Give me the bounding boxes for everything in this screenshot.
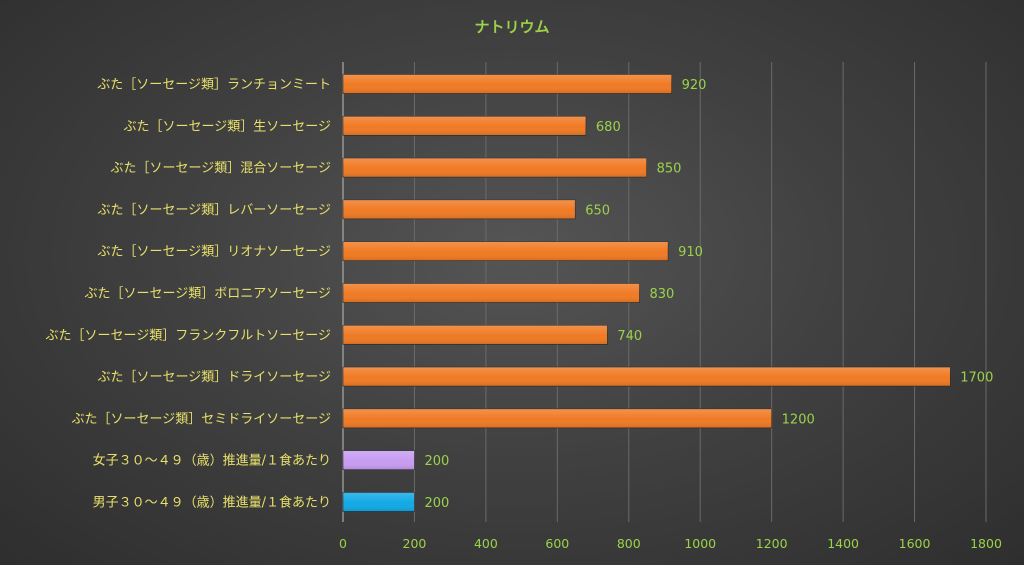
- x-tick-label: 1200: [756, 536, 788, 551]
- x-tick-label: 1400: [827, 536, 859, 551]
- grid-lines: [342, 62, 987, 522]
- x-tick-label: 0: [339, 536, 347, 551]
- data-label: 200: [424, 496, 449, 511]
- data-label: 920: [682, 78, 707, 93]
- category-label: 女子３０～４９（歳）推進量/１食あたり: [93, 453, 331, 469]
- x-tick-label: 1600: [899, 536, 931, 551]
- bar-highlight: [343, 408, 772, 428]
- x-tick-label: 1800: [970, 536, 1002, 551]
- category-label: ぶた［ソーセージ類］フランクフルトソーセージ: [46, 328, 331, 343]
- category-label: ぶた［ソーセージ類］ドライソーセージ: [98, 370, 331, 385]
- category-label: ぶた［ソーセージ類］ボロニアソーセージ: [85, 287, 331, 302]
- bar-highlight: [343, 199, 576, 219]
- bar-highlight: [343, 158, 647, 178]
- bars: [342, 74, 951, 512]
- category-label: ぶた［ソーセージ類］混合ソーセージ: [111, 161, 331, 176]
- category-label: ぶた［ソーセージ類］リオナソーセージ: [98, 245, 331, 260]
- bar-highlight: [343, 325, 608, 345]
- chart-title: ナトリウム: [474, 18, 549, 36]
- bar-highlight: [343, 74, 672, 94]
- labels: 0 200 400 600 800 1000 1200 1400 1600 1800 ぶた［ソーセー…: [46, 78, 1002, 552]
- data-label: 1200: [782, 412, 815, 427]
- category-label: ぶた［ソーセージ類］セミドライソーセージ: [72, 412, 331, 427]
- x-tick-label: 400: [474, 536, 498, 551]
- data-label: 850: [657, 162, 682, 177]
- data-label: 200: [424, 454, 449, 469]
- bar-highlight: [343, 241, 669, 261]
- category-label: ぶた［ソーセージ類］ランチョンミート: [97, 78, 331, 93]
- data-label: 650: [585, 203, 610, 218]
- data-label: 910: [678, 245, 703, 260]
- bar-highlight: [343, 116, 586, 136]
- category-label: 男子３０～４９（歳）推進量/１食あたり: [93, 495, 331, 511]
- data-label: 1700: [960, 371, 993, 386]
- data-label: 830: [649, 287, 674, 302]
- x-tick-label: 800: [617, 536, 641, 551]
- bar-highlight: [343, 283, 640, 303]
- x-tick-label: 1000: [684, 536, 716, 551]
- bar-highlight: [343, 367, 951, 387]
- data-label: 680: [596, 120, 621, 135]
- category-label: ぶた［ソーセージ類］生ソーセージ: [124, 119, 331, 134]
- bar-highlight: [343, 450, 415, 470]
- x-tick-label: 600: [545, 536, 569, 551]
- category-label: ぶた［ソーセージ類］レバーソーセージ: [98, 203, 331, 218]
- data-label: 740: [617, 329, 642, 344]
- x-tick-label: 200: [403, 536, 427, 551]
- bar-highlight: [343, 492, 415, 512]
